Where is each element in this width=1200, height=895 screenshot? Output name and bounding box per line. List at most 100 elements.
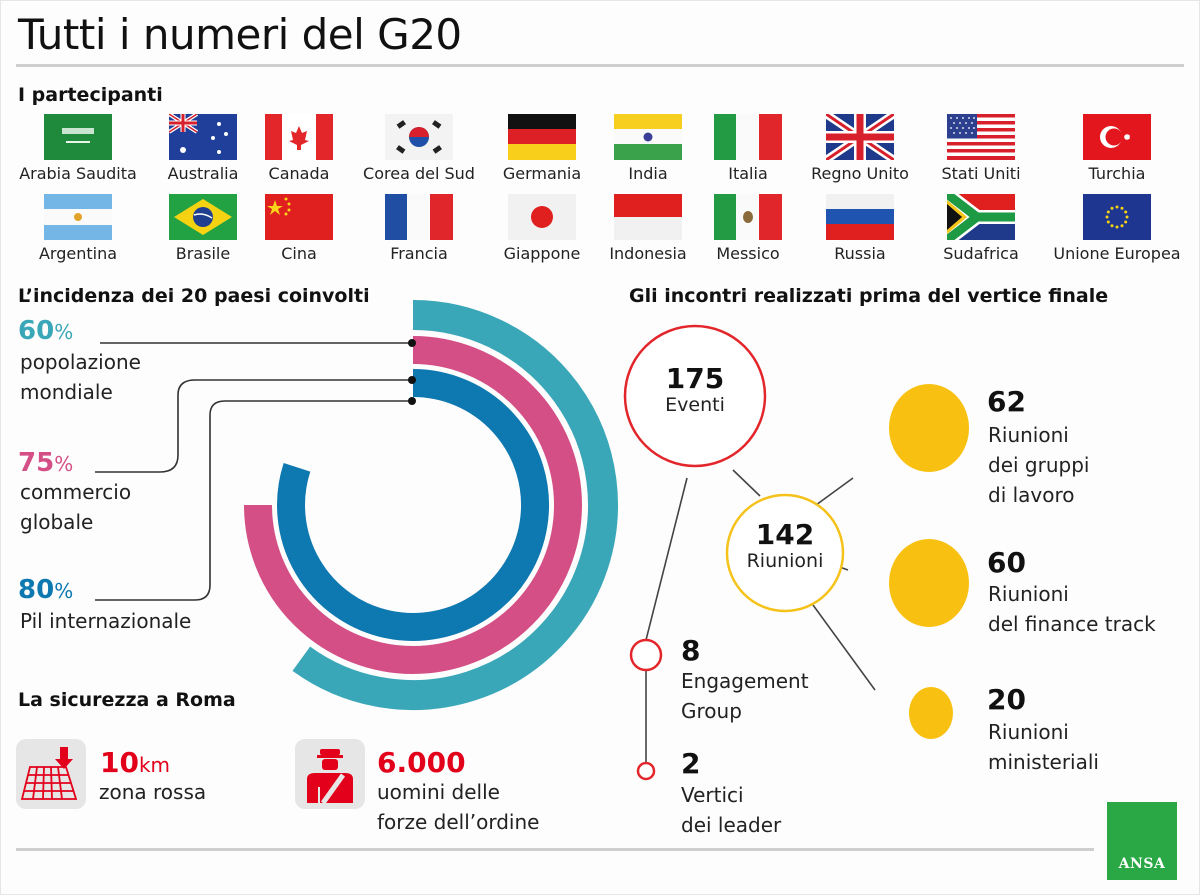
canada-flag-icon [265, 114, 333, 160]
gdp-percent: 80% [18, 575, 74, 605]
japan-flag-icon [508, 194, 576, 240]
police-officer-icon [295, 739, 365, 809]
page-title: Tutti i numeri del G20 [18, 10, 462, 59]
flag-india: India [583, 114, 713, 183]
flag-italy: Italia [683, 114, 813, 183]
country-label: Australia [167, 164, 239, 183]
riunioni-circle [725, 493, 845, 613]
brazil-flag-icon [169, 194, 237, 240]
country-label: Germania [502, 164, 582, 183]
trade-label: commercio globale [20, 480, 132, 534]
finance-track-label: Riunioni del finance track [988, 582, 1156, 636]
country-label: Regno Unito [811, 164, 909, 183]
flag-germany: Germania [477, 114, 607, 183]
working-groups-dot [889, 384, 969, 472]
footer-divider [16, 848, 1094, 851]
ministerial-value: 20 [987, 683, 1026, 716]
population-label: popolazione mondiale [20, 350, 141, 404]
red-zone-value: 10km [100, 746, 171, 779]
red-zone-map-icon [16, 739, 86, 809]
south-africa-flag-icon [947, 194, 1015, 240]
flag-china: Cina [234, 194, 364, 263]
flag-united-states: Stati Uniti [916, 114, 1046, 183]
leaders-value: 2 [681, 747, 701, 780]
flag-mexico: Messico [683, 194, 813, 263]
title-divider [16, 64, 1184, 67]
australia-flag-icon [169, 114, 237, 160]
country-label: Corea del Sud [363, 164, 475, 183]
country-label: Argentina [38, 244, 118, 263]
country-label: India [628, 164, 668, 183]
united-states-flag-icon [947, 114, 1015, 160]
police-value: 6.000 [377, 746, 466, 779]
indonesia-flag-icon [614, 194, 682, 240]
flag-argentina: Argentina [13, 194, 143, 263]
engagement-value: 8 [681, 634, 701, 667]
country-label: Indonesia [609, 244, 687, 263]
ansa-logo: ANSA [1107, 802, 1177, 880]
riunioni-node: 142 Riunioni [746, 518, 824, 573]
south-korea-flag-icon [385, 114, 453, 160]
turkey-flag-icon [1083, 114, 1151, 160]
flag-russia: Russia [795, 194, 925, 263]
population-percent: 60% [18, 316, 74, 346]
united-kingdom-flag-icon [826, 114, 894, 160]
events-circle [623, 324, 767, 468]
european-union-flag-icon [1083, 194, 1151, 240]
country-label: Sudafrica [943, 244, 1019, 263]
red-zone-label: zona rossa [99, 780, 207, 804]
finance-track-value: 60 [987, 546, 1026, 579]
mexico-flag-icon [714, 194, 782, 240]
country-label: Turchia [1088, 164, 1146, 183]
flag-south-korea: Corea del Sud [354, 114, 484, 183]
france-flag-icon [385, 194, 453, 240]
flag-japan: Giappone [477, 194, 607, 263]
country-label: Messico [716, 244, 780, 263]
engagement-dot [629, 638, 663, 672]
argentina-flag-icon [44, 194, 112, 240]
security-heading: La sicurezza a Roma [18, 689, 236, 711]
country-label: Cina [281, 244, 317, 263]
ministerial-label: Riunioni ministeriali [988, 720, 1099, 774]
country-label: Unione Europea [1053, 244, 1181, 263]
flag-brazil: Brasile [138, 194, 268, 263]
trade-arc [244, 336, 582, 674]
leaders-dot [636, 761, 656, 781]
flag-south-africa: Sudafrica [916, 194, 1046, 263]
gdp-arc [277, 369, 550, 641]
germany-flag-icon [508, 114, 576, 160]
india-flag-icon [614, 114, 682, 160]
flag-france: Francia [354, 194, 484, 263]
trade-percent: 75% [18, 448, 74, 478]
country-label: Francia [390, 244, 448, 263]
country-label: Arabia Saudita [19, 164, 137, 183]
leaders-label: Vertici dei leader [681, 783, 782, 837]
participants-heading: I partecipanti [18, 84, 163, 106]
flag-australia: Australia [138, 114, 268, 183]
flag-canada: Canada [234, 114, 364, 183]
country-label: Giappone [503, 244, 581, 263]
flag-saudi-arabia: Arabia Saudita [13, 114, 143, 183]
flag-united-kingdom: Regno Unito [795, 114, 925, 183]
country-label: Russia [834, 244, 886, 263]
country-label: Italia [728, 164, 768, 183]
incidence-heading: L’incidenza dei 20 paesi coinvolti [18, 285, 370, 307]
russia-flag-icon [826, 194, 894, 240]
country-label: Brasile [175, 244, 231, 263]
country-label: Stati Uniti [941, 164, 1021, 183]
saudi-arabia-flag-icon [44, 114, 112, 160]
population-arc [292, 300, 618, 710]
country-label: Canada [268, 164, 330, 183]
meetings-heading: Gli incontri realizzati prima del vertic… [629, 285, 1109, 307]
flag-turkey: Turchia [1052, 114, 1182, 183]
china-flag-icon [265, 194, 333, 240]
police-label: uomini delle forze dell’ordine [377, 780, 540, 834]
ministerial-dot [909, 687, 953, 739]
flag-indonesia: Indonesia [583, 194, 713, 263]
working-groups-label: Riunioni dei gruppi di lavoro [988, 423, 1090, 507]
italy-flag-icon [714, 114, 782, 160]
finance-track-dot [889, 539, 969, 627]
engagement-label: Engagement Group [681, 669, 809, 723]
gdp-label: Pil internazionale [20, 609, 192, 633]
